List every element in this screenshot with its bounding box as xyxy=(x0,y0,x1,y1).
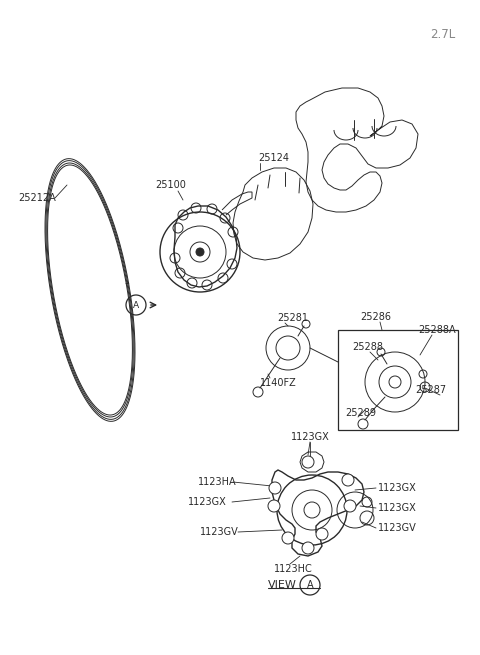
Circle shape xyxy=(302,542,314,554)
Text: 1123GX: 1123GX xyxy=(378,483,417,493)
Text: 1123HC: 1123HC xyxy=(274,564,313,574)
Circle shape xyxy=(268,500,280,512)
Circle shape xyxy=(269,482,281,494)
Text: 2.7L: 2.7L xyxy=(430,28,455,41)
Text: 25100: 25100 xyxy=(155,180,186,190)
Bar xyxy=(338,330,458,430)
Text: A: A xyxy=(133,301,139,310)
Text: A: A xyxy=(307,580,313,590)
Text: 1123GV: 1123GV xyxy=(200,527,239,537)
Text: 25287: 25287 xyxy=(415,385,446,395)
Text: 25286: 25286 xyxy=(360,312,391,322)
Text: 1123GV: 1123GV xyxy=(378,523,417,533)
Text: 25212A: 25212A xyxy=(18,193,56,203)
Circle shape xyxy=(342,474,354,486)
Text: 25124: 25124 xyxy=(258,153,289,163)
Text: 1123GX: 1123GX xyxy=(378,503,417,513)
Circle shape xyxy=(344,500,356,512)
Circle shape xyxy=(282,532,294,544)
Text: VIEW: VIEW xyxy=(268,580,297,590)
Text: 1123HA: 1123HA xyxy=(198,477,237,487)
Circle shape xyxy=(316,528,328,540)
Text: 1140FZ: 1140FZ xyxy=(260,378,297,388)
Text: 25281: 25281 xyxy=(277,313,308,323)
Circle shape xyxy=(196,248,204,256)
Circle shape xyxy=(302,456,314,468)
Text: 25289: 25289 xyxy=(345,408,376,418)
Text: 25288A: 25288A xyxy=(418,325,456,335)
Text: 25288: 25288 xyxy=(352,342,383,352)
Text: 1123GX: 1123GX xyxy=(188,497,227,507)
Text: 1123GX: 1123GX xyxy=(290,432,329,442)
